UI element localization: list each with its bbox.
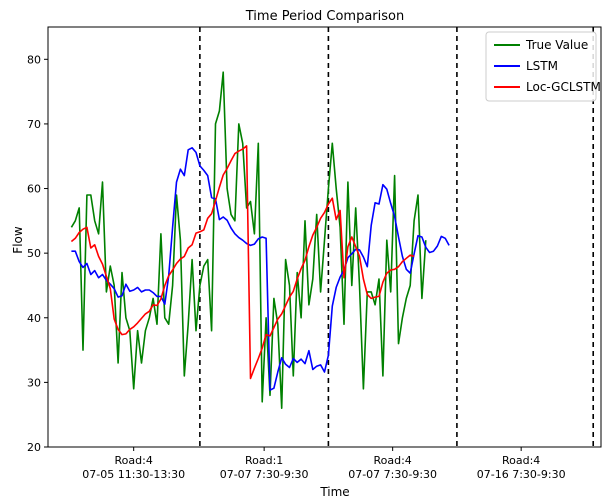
chart-title: Time Period Comparison — [245, 9, 404, 24]
y-tick-label: 30 — [27, 376, 41, 389]
legend-box — [485, 31, 597, 102]
legend: True Value LSTM Loc-GCLSTM — [485, 31, 601, 102]
x-tick-label-road: Road:4 — [502, 454, 540, 467]
x-tick-label-road: Road:4 — [373, 454, 411, 467]
y-tick-label: 40 — [27, 312, 41, 325]
x-tick-label-time: 07-16 7:30-9:30 — [477, 468, 566, 481]
y-tick-label: 70 — [27, 118, 41, 131]
x-tick-label-time: 07-07 7:30-9:30 — [348, 468, 437, 481]
x-tick-label-road: Road:1 — [245, 454, 283, 467]
y-tick-label: 80 — [27, 53, 41, 66]
series-line-true-value — [70, 71, 427, 410]
series-line-lstm — [71, 147, 450, 391]
legend-label: Loc-GCLSTM — [526, 80, 601, 94]
x-tick-label-time: 07-07 7:30-9:30 — [220, 468, 309, 481]
x-tick-label-time: 07-05 11:30-13:30 — [82, 468, 185, 481]
series-line-loc-gclstm — [70, 145, 415, 380]
y-axis-label: Flow — [11, 226, 25, 254]
y-tick-label: 50 — [27, 247, 41, 260]
y-tick-label: 20 — [27, 441, 41, 454]
legend-label: LSTM — [526, 59, 558, 73]
legend-label: True Value — [525, 38, 588, 52]
x-tick-label-road: Road:4 — [115, 454, 153, 467]
x-axis-label: Time — [319, 485, 349, 499]
plot-frame — [47, 26, 602, 448]
y-tick-label: 60 — [27, 183, 41, 196]
